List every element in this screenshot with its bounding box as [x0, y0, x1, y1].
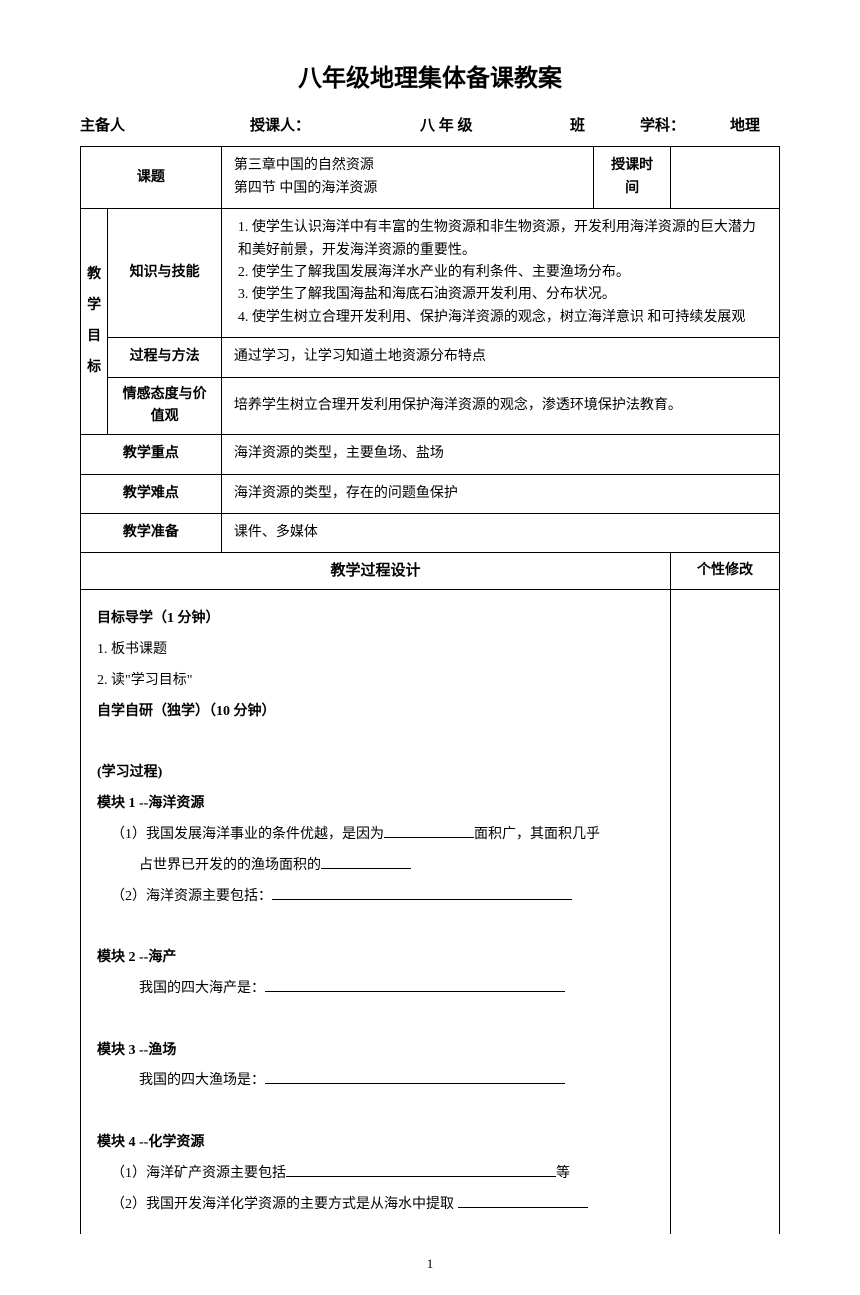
- prep-label: 教学准备: [81, 514, 222, 553]
- lesson-plan-table: 课题 第三章中国的自然资源 第四节 中国的海洋资源 授课时间 教学目标 知识与技…: [80, 146, 780, 1234]
- subject: 地理: [730, 118, 760, 134]
- prep-content: 课件、多媒体: [221, 514, 779, 553]
- process-header: 教学过程设计: [81, 553, 671, 590]
- subject-label: 学科：: [640, 118, 685, 134]
- page-number: 1: [80, 1254, 780, 1275]
- values-content: 培养学生树立合理开发利用保护海洋资源的观念，渗透环境保护法教育。: [221, 377, 779, 435]
- modify-body: [670, 590, 779, 1234]
- process-label: 过程与方法: [108, 338, 222, 377]
- instructor-label: 授课人：: [250, 118, 310, 134]
- grade: 八 年 级: [420, 118, 473, 134]
- preparer-label: 主备人: [80, 118, 125, 134]
- header-row: 主备人 授课人： 八 年 级 班 学科： 地理: [80, 114, 780, 138]
- process-content-cell: 通过学习，让学习知道土地资源分布特点: [221, 338, 779, 377]
- knowledge-label: 知识与技能: [108, 209, 222, 338]
- difficulty-content: 海洋资源的类型，存在的问题鱼保护: [221, 474, 779, 513]
- knowledge-content: 1. 使学生认识海洋中有丰富的生物资源和非生物资源，开发利用海洋资源的巨大潜力和…: [221, 209, 779, 338]
- document-title: 八年级地理集体备课教案: [80, 60, 780, 98]
- process-body: 目标导学（1 分钟） 1. 板书课题 2. 读"学习目标" 自学自研（独学）（1…: [81, 590, 671, 1234]
- topic-label: 课题: [81, 147, 222, 209]
- time-label: 授课时间: [594, 147, 671, 209]
- keypoint-content: 海洋资源的类型，主要鱼场、盐场: [221, 435, 779, 474]
- time-value: [670, 147, 779, 209]
- values-label: 情感态度与价值观: [108, 377, 222, 435]
- objectives-group-label: 教学目标: [81, 209, 108, 435]
- class-suffix: 班: [570, 118, 585, 134]
- modify-header: 个性修改: [670, 553, 779, 590]
- difficulty-label: 教学难点: [81, 474, 222, 513]
- topic-content: 第三章中国的自然资源 第四节 中国的海洋资源: [221, 147, 594, 209]
- keypoint-label: 教学重点: [81, 435, 222, 474]
